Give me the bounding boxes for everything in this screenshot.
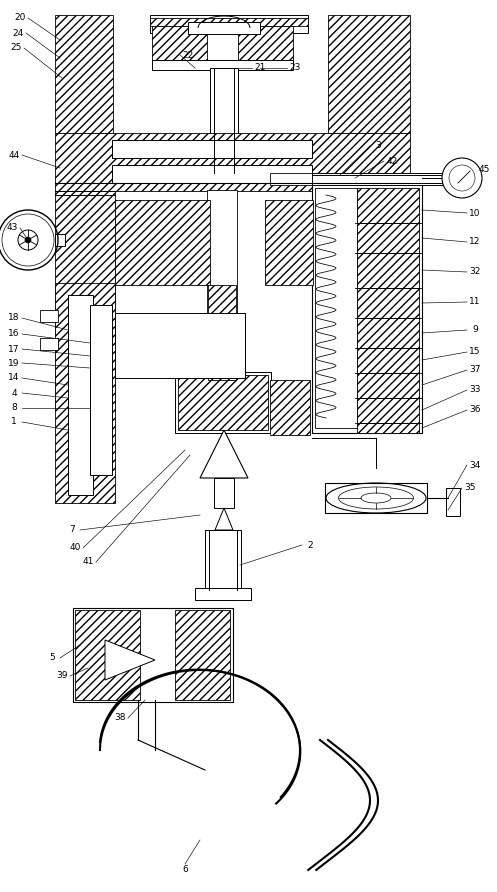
Bar — [55, 283, 115, 503]
Bar — [112, 140, 312, 158]
Text: 41: 41 — [83, 558, 94, 566]
Text: 25: 25 — [10, 44, 22, 53]
Bar — [357, 348, 419, 373]
Bar — [150, 15, 308, 33]
Bar — [357, 318, 419, 348]
Circle shape — [442, 158, 482, 198]
Bar — [357, 423, 419, 433]
Bar — [205, 530, 241, 590]
Bar — [312, 183, 422, 433]
Text: 3: 3 — [375, 142, 381, 151]
Bar — [328, 15, 410, 133]
Text: 24: 24 — [12, 29, 24, 37]
Text: 32: 32 — [469, 268, 481, 277]
Text: 18: 18 — [8, 313, 20, 323]
Bar — [175, 610, 230, 700]
Text: 12: 12 — [469, 237, 481, 246]
Bar — [315, 188, 357, 428]
Polygon shape — [215, 508, 233, 530]
Text: 38: 38 — [114, 714, 126, 723]
Text: 43: 43 — [6, 224, 18, 233]
Bar — [115, 315, 245, 375]
Text: 22: 22 — [182, 51, 194, 60]
Polygon shape — [200, 430, 248, 478]
Text: 44: 44 — [8, 151, 19, 160]
Bar — [175, 372, 271, 433]
Bar — [188, 22, 260, 34]
Text: 6: 6 — [182, 865, 188, 874]
Text: 39: 39 — [56, 672, 68, 681]
Bar — [90, 305, 112, 475]
Bar — [357, 223, 419, 253]
Bar — [55, 191, 115, 411]
Text: 16: 16 — [8, 329, 20, 338]
Text: 33: 33 — [469, 385, 481, 394]
Polygon shape — [105, 640, 155, 680]
Bar — [207, 190, 237, 375]
Text: 2: 2 — [307, 541, 313, 549]
Text: 21: 21 — [254, 63, 266, 72]
Text: 4: 4 — [11, 389, 17, 398]
Bar — [55, 234, 65, 246]
Circle shape — [25, 237, 31, 243]
Text: 45: 45 — [478, 166, 490, 175]
Text: 1: 1 — [11, 417, 17, 426]
Bar — [55, 133, 410, 191]
Bar — [73, 608, 233, 702]
Text: 23: 23 — [289, 63, 301, 72]
Bar — [115, 313, 245, 378]
Text: 35: 35 — [464, 483, 476, 492]
Text: 20: 20 — [14, 13, 26, 22]
Bar — [357, 373, 419, 398]
Bar — [152, 60, 293, 70]
Bar — [325, 483, 427, 513]
Bar — [446, 488, 460, 516]
Bar — [357, 288, 419, 318]
Bar — [265, 200, 313, 285]
Bar — [214, 478, 234, 508]
Bar — [357, 398, 419, 423]
Text: 11: 11 — [469, 298, 481, 307]
Bar — [40, 338, 58, 350]
Text: 17: 17 — [8, 344, 20, 353]
Bar — [115, 200, 210, 285]
Text: 7: 7 — [69, 525, 75, 534]
Text: 40: 40 — [69, 543, 81, 552]
Text: 19: 19 — [8, 359, 20, 368]
Bar — [210, 68, 238, 173]
Text: 14: 14 — [8, 374, 20, 383]
Bar — [195, 588, 251, 600]
Text: 10: 10 — [469, 209, 481, 218]
Text: 9: 9 — [472, 326, 478, 334]
Text: 37: 37 — [469, 366, 481, 375]
Bar — [150, 18, 308, 26]
Bar — [357, 188, 419, 223]
Bar — [208, 285, 236, 380]
Text: 42: 42 — [386, 156, 398, 166]
Bar — [68, 295, 93, 495]
Bar — [112, 165, 312, 183]
Text: 36: 36 — [469, 406, 481, 415]
Text: 5: 5 — [49, 654, 55, 663]
Bar — [55, 15, 113, 133]
Bar — [238, 26, 293, 68]
Bar — [357, 253, 419, 288]
Text: 15: 15 — [469, 348, 481, 357]
Text: 34: 34 — [469, 460, 481, 469]
Bar — [178, 375, 268, 430]
Bar — [270, 173, 312, 185]
Bar — [270, 380, 310, 435]
Bar — [312, 173, 462, 185]
Text: 8: 8 — [11, 403, 17, 412]
Bar — [75, 610, 140, 700]
Bar — [40, 310, 58, 322]
Bar — [152, 26, 207, 68]
